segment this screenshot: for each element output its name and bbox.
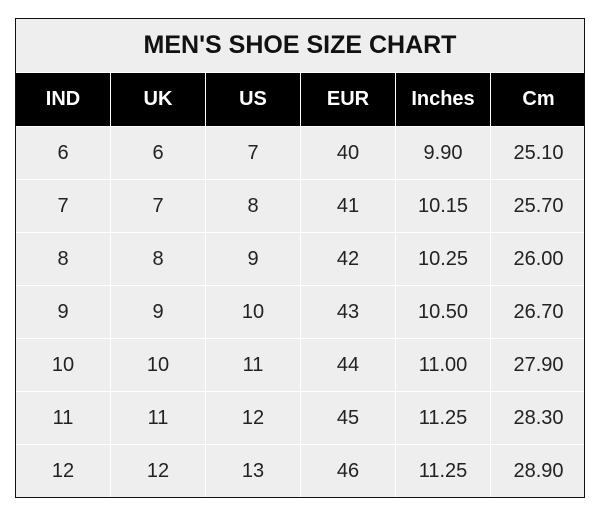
table-row: 12 12 13 46 11.25 28.90 bbox=[16, 444, 584, 497]
column-header-inches: Inches bbox=[396, 73, 491, 126]
cell-us: 12 bbox=[206, 392, 301, 444]
cell-inches: 11.25 bbox=[396, 445, 491, 497]
cell-ind: 11 bbox=[16, 392, 111, 444]
table-row: 6 6 7 40 9.90 25.10 bbox=[16, 126, 584, 179]
cell-ind: 9 bbox=[16, 286, 111, 338]
cell-ind: 10 bbox=[16, 339, 111, 391]
cell-uk: 12 bbox=[111, 445, 206, 497]
cell-cm: 26.70 bbox=[513, 300, 564, 323]
column-header-eur: EUR bbox=[301, 73, 396, 126]
table-row: 7 7 8 41 10.15 25.70 bbox=[16, 179, 584, 232]
cell-uk: 7 bbox=[111, 180, 206, 232]
cell-eur: 43 bbox=[301, 286, 396, 338]
table-row: 9 9 10 43 10.50 26.70 bbox=[16, 285, 584, 338]
table-body: 6 6 7 40 9.90 25.10 7 7 8 41 10.15 25.70 8 8 9 42 10.25 2… bbox=[16, 126, 584, 497]
table-title: MEN'S SHOE SIZE CHART bbox=[16, 19, 584, 73]
cell-cm: 28.90 bbox=[513, 459, 564, 482]
cell-uk: 11 bbox=[111, 392, 206, 444]
shoe-size-table: MEN'S SHOE SIZE CHART IND UK US EUR Inches Cm… bbox=[15, 18, 585, 498]
cell-cm: 27.90 bbox=[513, 353, 564, 376]
column-header-ind: IND bbox=[16, 73, 111, 126]
cell-inches: 10.25 bbox=[396, 233, 491, 285]
cell-ind: 7 bbox=[16, 180, 111, 232]
cell-uk: 10 bbox=[111, 339, 206, 391]
table-row: 8 8 9 42 10.25 26.00 bbox=[16, 232, 584, 285]
cell-us: 7 bbox=[206, 127, 301, 179]
cell-inches: 10.50 bbox=[396, 286, 491, 338]
cell-eur: 40 bbox=[301, 127, 396, 179]
cell-inches: 9.90 bbox=[396, 127, 491, 179]
cell-us: 11 bbox=[206, 339, 301, 391]
cell-inches: 10.15 bbox=[396, 180, 491, 232]
cell-eur: 42 bbox=[301, 233, 396, 285]
cell-us: 8 bbox=[206, 180, 301, 232]
cell-ind: 12 bbox=[16, 445, 111, 497]
cell-ind: 8 bbox=[16, 233, 111, 285]
cell-cm: 26.00 bbox=[513, 247, 564, 270]
table-row: 11 11 12 45 11.25 28.30 bbox=[16, 391, 584, 444]
cell-eur: 41 bbox=[301, 180, 396, 232]
column-header-us: US bbox=[206, 73, 301, 126]
cell-us: 10 bbox=[206, 286, 301, 338]
column-header-uk: UK bbox=[111, 73, 206, 126]
cell-uk: 9 bbox=[111, 286, 206, 338]
cell-cm: 25.10 bbox=[513, 141, 564, 164]
cell-ind: 6 bbox=[16, 127, 111, 179]
cell-us: 13 bbox=[206, 445, 301, 497]
cell-eur: 46 bbox=[301, 445, 396, 497]
cell-eur: 44 bbox=[301, 339, 396, 391]
cell-us: 9 bbox=[206, 233, 301, 285]
column-header-cm: Cm bbox=[522, 88, 555, 110]
cell-uk: 6 bbox=[111, 127, 206, 179]
cell-uk: 8 bbox=[111, 233, 206, 285]
cell-eur: 45 bbox=[301, 392, 396, 444]
cell-inches: 11.25 bbox=[396, 392, 491, 444]
header-row: IND UK US EUR Inches Cm bbox=[16, 73, 584, 126]
cell-cm: 28.30 bbox=[513, 406, 564, 429]
cell-cm: 25.70 bbox=[513, 194, 564, 217]
cell-inches: 11.00 bbox=[396, 339, 491, 391]
table-row: 10 10 11 44 11.00 27.90 bbox=[16, 338, 584, 391]
